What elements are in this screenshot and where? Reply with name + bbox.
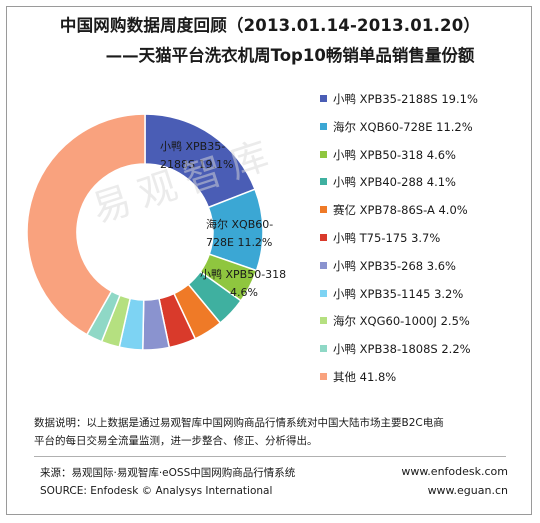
legend-label: 小鸭 XPB40-288 4.1% [333, 175, 456, 190]
chart-frame [6, 6, 532, 515]
donut-slice [26, 113, 146, 336]
legend-swatch [320, 178, 327, 186]
legend-item: 海尔 XQG60-1000J 2.5% [320, 314, 525, 342]
legend-swatch [320, 372, 327, 380]
legend-item: 其他 41.8% [320, 370, 525, 398]
footer-divider [34, 456, 506, 457]
legend-label: 其他 41.8% [333, 369, 397, 384]
legend-swatch [320, 233, 327, 241]
legend-item: 赛亿 XPB78-86S-A 4.0% [320, 203, 525, 231]
slice-label: 海尔 XQB60-728E 11.2% [206, 217, 273, 249]
legend-swatch [320, 289, 327, 297]
legend-swatch [320, 261, 327, 269]
legend-swatch [320, 122, 327, 130]
legend-label: 小鸭 XPB35-2188S 19.1% [333, 92, 478, 106]
legend-item: 小鸭 XPB38-1808S 2.2% [320, 342, 525, 370]
legend-label: 小鸭 T75-175 3.7% [333, 230, 441, 245]
data-note-line-2: 平台的每日交易全流量监测，进一步整合、修正、分析得出。 [34, 435, 318, 447]
chart-subtitle: ——天猫平台洗衣机周Top10畅销单品销售量份额 [105, 46, 475, 65]
data-note-line-1: 数据说明：以上数据是通过易观智库中国网购商品行情系统对中国大陆市场主要B2C电商 [34, 417, 444, 429]
legend-item: 小鸭 XPB50-318 4.6% [320, 148, 525, 176]
legend-item: 小鸭 XPB35-268 3.6% [320, 259, 525, 287]
legend-item: 小鸭 XPB40-288 4.1% [320, 175, 525, 203]
legend-label: 小鸭 XPB38-1808S 2.2% [333, 342, 471, 357]
slice-label: 小鸭 XPB50-318 4.6% [200, 268, 286, 299]
source-cn: 来源：易观国际·易观智库·eOSS中国网购商品行情系统 [40, 467, 296, 479]
legend-label: 海尔 XQG60-1000J 2.5% [333, 314, 470, 329]
legend-label: 小鸭 XPB35-1145 3.2% [333, 286, 464, 301]
legend-label: 海尔 XQB60-728E 11.2% [333, 119, 473, 134]
url-eguan: www.eguan.cn [427, 484, 508, 497]
chart-title: 中国网购数据周度回顾（2013.01.14-2013.01.20） [59, 16, 481, 35]
data-note: 数据说明：以上数据是通过易观智库中国网购商品行情系统对中国大陆市场主要B2C电商… [34, 414, 514, 450]
legend-label: 小鸭 XPB35-268 3.6% [333, 258, 456, 273]
url-enfodesk: www.enfodesk.com [401, 465, 508, 478]
legend-item: 小鸭 XPB35-2188S 19.1% [320, 92, 525, 120]
slice-label: 小鸭 XPB35-2188S 19.1% [160, 140, 233, 171]
legend-swatch [320, 95, 327, 102]
legend-swatch [320, 345, 327, 353]
legend-label: 赛亿 XPB78-86S-A 4.0% [333, 203, 468, 218]
legend-swatch [320, 150, 327, 158]
legend-label: 小鸭 XPB50-318 4.6% [333, 147, 456, 162]
legend-item: 海尔 XQB60-728E 11.2% [320, 120, 525, 148]
legend-item: 小鸭 XPB35-1145 3.2% [320, 287, 525, 315]
source-en: SOURCE: Enfodesk © Analysys Internationa… [40, 485, 273, 497]
legend: 小鸭 XPB35-2188S 19.1% 海尔 XQB60-728E 11.2% 小… [320, 92, 525, 398]
legend-swatch [320, 317, 327, 325]
legend-item: 小鸭 T75-175 3.7% [320, 231, 525, 259]
legend-swatch [320, 206, 327, 214]
